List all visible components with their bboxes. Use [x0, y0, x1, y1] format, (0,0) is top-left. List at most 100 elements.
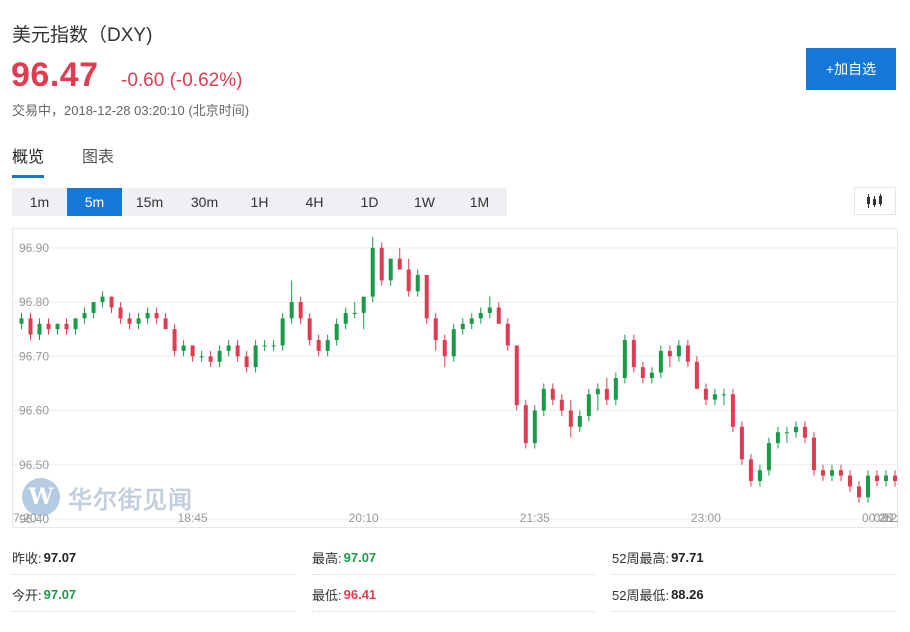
candle-body	[307, 318, 312, 341]
candle-body	[163, 318, 168, 330]
stat-52w-high: 52周最高: 97.71	[612, 540, 896, 575]
candle-body	[433, 318, 438, 341]
candle-body	[496, 307, 501, 324]
candle-body	[640, 367, 645, 378]
candle-body	[631, 340, 636, 368]
candle-body	[46, 323, 51, 330]
candle-body	[235, 345, 240, 357]
candle-body	[361, 296, 366, 313]
stat-value: 88.26	[671, 586, 704, 602]
candlestick-chart[interactable]: 96.9096.8096.7096.6096.5096.4017:2018:45…	[13, 229, 899, 529]
tab-chart[interactable]: 图表	[82, 149, 115, 166]
candle-body	[874, 475, 879, 482]
candle-body	[811, 437, 816, 471]
candle-body	[298, 302, 303, 319]
stat-label: 最低:	[312, 587, 342, 603]
period-1m[interactable]: 1m	[29, 194, 50, 210]
candle-body	[784, 432, 789, 434]
candle-body	[820, 470, 825, 476]
candle-body	[514, 345, 519, 406]
x-tick-label: 21:35	[520, 511, 550, 525]
candle-body	[793, 426, 798, 433]
candle-body	[694, 361, 699, 389]
candle-body	[856, 486, 861, 498]
y-tick-label: 96.70	[19, 349, 49, 363]
candle-body	[316, 340, 321, 351]
candle-body	[658, 350, 663, 373]
x-tick-label: 01:55	[882, 511, 899, 525]
stat-low: 最低: 96.41	[312, 577, 596, 612]
candle-body	[91, 302, 96, 313]
candle-body	[559, 399, 564, 411]
candle-body	[343, 312, 348, 324]
candle-body	[838, 470, 843, 476]
tab-bar: 概览 图表	[12, 143, 152, 178]
tab-overview[interactable]: 概览	[12, 143, 45, 178]
candle-body	[865, 475, 870, 498]
x-tick-label: 20:10	[349, 511, 379, 525]
period-15m[interactable]: 15m	[135, 194, 164, 210]
candle-body	[775, 432, 780, 444]
candle-body	[325, 340, 330, 351]
candle-body	[370, 247, 375, 297]
stat-prev-close: 昨收: 97.07	[12, 540, 296, 575]
period-30m[interactable]: 30m	[190, 194, 219, 210]
candle-body	[676, 345, 681, 357]
add-watchlist-button[interactable]: +加自选	[806, 48, 896, 90]
stat-value: 96.41	[343, 586, 377, 602]
candle-body	[577, 415, 582, 427]
candle-body	[154, 312, 159, 319]
candle-body	[136, 318, 141, 324]
period-1h[interactable]: 1H	[250, 194, 269, 210]
candle-body	[586, 394, 591, 416]
candle-body	[100, 296, 105, 303]
candle-body	[424, 274, 429, 319]
period-1mo[interactable]: 1M	[469, 194, 490, 210]
candle-body	[262, 345, 267, 347]
candle-body	[721, 394, 726, 396]
candle-body	[226, 345, 231, 351]
candle-body	[271, 345, 276, 347]
candle-body	[847, 475, 852, 487]
candle-body	[883, 475, 888, 482]
period-5m[interactable]: 5m	[67, 188, 122, 216]
stat-value: 97.71	[671, 549, 704, 565]
candlestick-icon	[867, 194, 882, 208]
stat-label: 52周最高:	[612, 550, 670, 566]
y-tick-label: 96.50	[19, 458, 49, 472]
candle-body	[550, 388, 555, 400]
candlestick-toggle-button[interactable]	[854, 187, 896, 215]
candle-body	[118, 307, 123, 319]
stat-high: 最高: 97.07	[312, 540, 596, 575]
y-tick-label: 96.90	[19, 241, 49, 255]
candle-body	[613, 378, 618, 400]
candle-body	[685, 345, 690, 362]
candle-body	[37, 323, 42, 335]
candle-body	[208, 356, 213, 362]
candle-body	[802, 426, 807, 438]
candle-body	[730, 394, 735, 427]
period-4h[interactable]: 4H	[305, 194, 324, 210]
candle-body	[172, 329, 177, 351]
timezone: (北京时间)	[188, 103, 250, 118]
period-1d[interactable]: 1D	[360, 194, 379, 210]
period-1w[interactable]: 1W	[414, 194, 435, 210]
trade-status: 交易中，2018-12-28 03:20:10 (北京时间)	[12, 100, 249, 119]
y-tick-label: 96.60	[19, 404, 49, 418]
candle-body	[379, 247, 384, 281]
candle-body	[523, 405, 528, 444]
candle-body	[406, 269, 411, 292]
candle-body	[451, 329, 456, 357]
chart-panel[interactable]: 96.9096.8096.7096.6096.5096.4017:2018:45…	[12, 228, 899, 529]
watermark-text: 华尔街见闻	[68, 484, 193, 514]
candle-body	[190, 345, 195, 357]
candle-body	[829, 470, 834, 476]
x-tick-label: 18:45	[178, 511, 208, 525]
candle-body	[757, 470, 762, 482]
candle-body	[703, 388, 708, 400]
candle-body	[82, 312, 87, 319]
candle-body	[352, 312, 357, 314]
stats-panel: 昨收: 97.07 最高: 97.07 52周最高: 97.71 今开: 97.07 最…	[12, 540, 898, 620]
candle-body	[199, 356, 204, 358]
